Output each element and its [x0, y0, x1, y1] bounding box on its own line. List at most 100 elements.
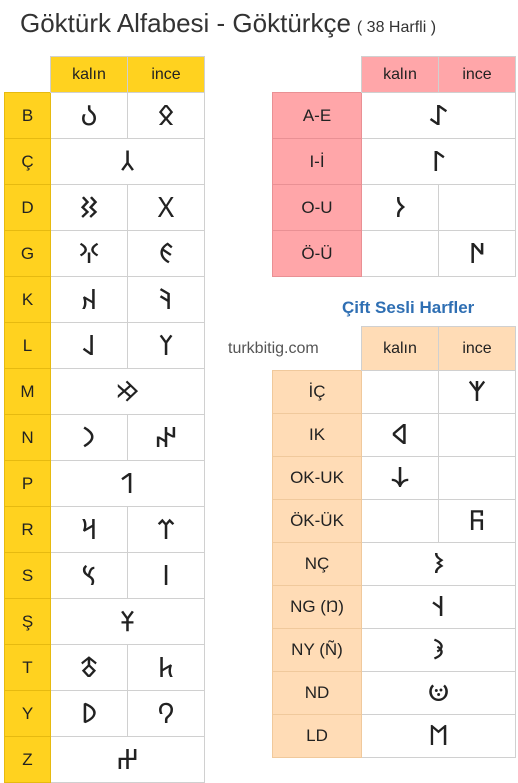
consonant-header-row: kalın ince: [5, 56, 205, 93]
consonant-glyph-kalin: 𐰑: [50, 184, 128, 231]
consonant-header-kalin: kalın: [50, 56, 128, 93]
consonant-table: kalın ince B 𐰉 𐰋 Ç 𐰲 D 𐰑 𐰓 G 𐰍 𐰏 K 𐰴 𐰚 L 𐰞 𐰠 M 𐰢 N 𐰣 𐰤 P 𐰯 R 𐰺 𐰼 S 𐰽 𐰾 Ş…: [4, 56, 205, 783]
title-main: Göktürk Alfabesi - Göktürkçe: [20, 8, 351, 38]
consonant-glyph-ince: 𐰤: [127, 414, 205, 461]
double-row: İÇ 𐰱: [272, 370, 516, 414]
double-letter-label: İÇ: [272, 370, 362, 414]
consonant-glyph-kalin: 𐰽: [50, 552, 128, 599]
consonant-glyph-ince: 𐰚: [127, 276, 205, 323]
vowel-glyph-shared: 𐰀: [361, 92, 516, 139]
consonant-glyph-kalin: 𐰉: [50, 92, 128, 139]
double-row: ND 𐰦: [272, 671, 516, 715]
consonant-glyph-shared: 𐰢: [50, 368, 205, 415]
consonant-letter-label: G: [4, 230, 51, 277]
double-glyph-shared: 𐰭: [361, 585, 516, 629]
double-glyph-shared: 𐰦: [361, 671, 516, 715]
consonant-letter-label: P: [4, 460, 51, 507]
vowel-glyph-ince: [438, 184, 516, 231]
vowel-glyph-kalin: [361, 230, 439, 277]
vowel-header-row: kalın ince: [273, 56, 516, 93]
consonant-glyph-shared: 𐰯: [50, 460, 205, 507]
consonant-glyph-ince: 𐰼: [127, 506, 205, 553]
consonant-letter-label: K: [4, 276, 51, 323]
consonant-glyph-kalin: 𐰺: [50, 506, 128, 553]
consonant-glyph-shared: 𐰔: [50, 736, 205, 783]
consonant-glyph-ince: 𐰾: [127, 552, 205, 599]
double-row: ÖK-ÜK 𐰜: [272, 499, 516, 543]
vowel-row: Ö-Ü 𐰇: [272, 230, 516, 277]
consonant-letter-label: T: [4, 644, 51, 691]
double-glyph-kalin: 𐰸: [361, 456, 439, 500]
double-glyph-ince: 𐰜: [438, 499, 516, 543]
consonant-glyph-kalin: 𐰣: [50, 414, 128, 461]
vowel-glyph-ince: 𐰇: [438, 230, 516, 277]
double-letter-label: OK-UK: [272, 456, 362, 500]
consonant-letter-label: Z: [4, 736, 51, 783]
double-letters-heading: Çift Sesli Harfler: [342, 298, 475, 317]
consonant-glyph-ince: 𐰋: [127, 92, 205, 139]
double-row: NY (Ñ) 𐰪: [272, 628, 516, 672]
website-label: turkbitig.com: [228, 340, 319, 357]
vowel-letter-label: Ö-Ü: [272, 230, 362, 277]
double-letter-table: kalın ince İÇ 𐰱 IK 𐰶 OK-UK 𐰸 ÖK-ÜK 𐰜 NÇ 𐰨 NG (Ŋ) 𐰭 NY …: [272, 326, 516, 758]
consonant-letter-label: D: [4, 184, 51, 231]
double-row: NG (Ŋ) 𐰭: [272, 585, 516, 629]
double-row: OK-UK 𐰸: [272, 456, 516, 500]
vowel-letter-label: I-İ: [272, 138, 362, 185]
consonant-glyph-kalin: 𐰖: [50, 690, 128, 737]
double-glyph-kalin: 𐰶: [361, 413, 439, 457]
consonant-letter-label: M: [4, 368, 51, 415]
consonant-glyph-kalin: 𐰴: [50, 276, 128, 323]
double-letter-label: NG (Ŋ): [272, 585, 362, 629]
double-letter-label: IK: [272, 413, 362, 457]
vowel-glyph-kalin: 𐰆: [361, 184, 439, 231]
vowel-row: O-U 𐰆: [272, 184, 516, 231]
double-row: NÇ 𐰨: [272, 542, 516, 586]
vowel-letter-label: A-E: [272, 92, 362, 139]
double-letter-label: LD: [272, 714, 362, 758]
double-header-ince: ince: [438, 326, 516, 371]
title-subtitle: ( 38 Harfli ): [356, 19, 437, 36]
double-header-kalin: kalın: [361, 326, 439, 371]
double-glyph-shared: 𐰨: [361, 542, 516, 586]
double-letter-label: ÖK-ÜK: [272, 499, 362, 543]
double-header-blank: [273, 327, 362, 371]
consonant-letter-label: Ş: [4, 598, 51, 645]
consonant-glyph-kalin: 𐰞: [50, 322, 128, 369]
double-glyph-kalin: [361, 370, 439, 414]
vowel-glyph-shared: 𐰃: [361, 138, 516, 185]
consonant-letter-label: R: [4, 506, 51, 553]
consonant-glyph-shared: 𐰲: [50, 138, 205, 185]
consonant-letter-label: S: [4, 552, 51, 599]
double-row: LD 𐰡: [272, 714, 516, 758]
consonant-letter-label: Ç: [4, 138, 51, 185]
vowel-letter-label: O-U: [272, 184, 362, 231]
consonant-letter-label: B: [4, 92, 51, 139]
consonant-glyph-ince: 𐰠: [127, 322, 205, 369]
double-glyph-kalin: [361, 499, 439, 543]
vowel-header-blank: [273, 57, 362, 93]
vowel-row: I-İ 𐰃: [272, 138, 516, 185]
double-glyph-ince: 𐰱: [438, 370, 516, 414]
double-letter-label: NY (Ñ): [272, 628, 362, 672]
page-title: Göktürk Alfabesi - Göktürkçe ( 38 Harfli …: [20, 8, 436, 39]
consonant-glyph-kalin: 𐰍: [50, 230, 128, 277]
consonant-glyph-ince: 𐰓: [127, 184, 205, 231]
double-letter-label: ND: [272, 671, 362, 715]
double-letter-label: NÇ: [272, 542, 362, 586]
double-glyph-ince: [438, 413, 516, 457]
